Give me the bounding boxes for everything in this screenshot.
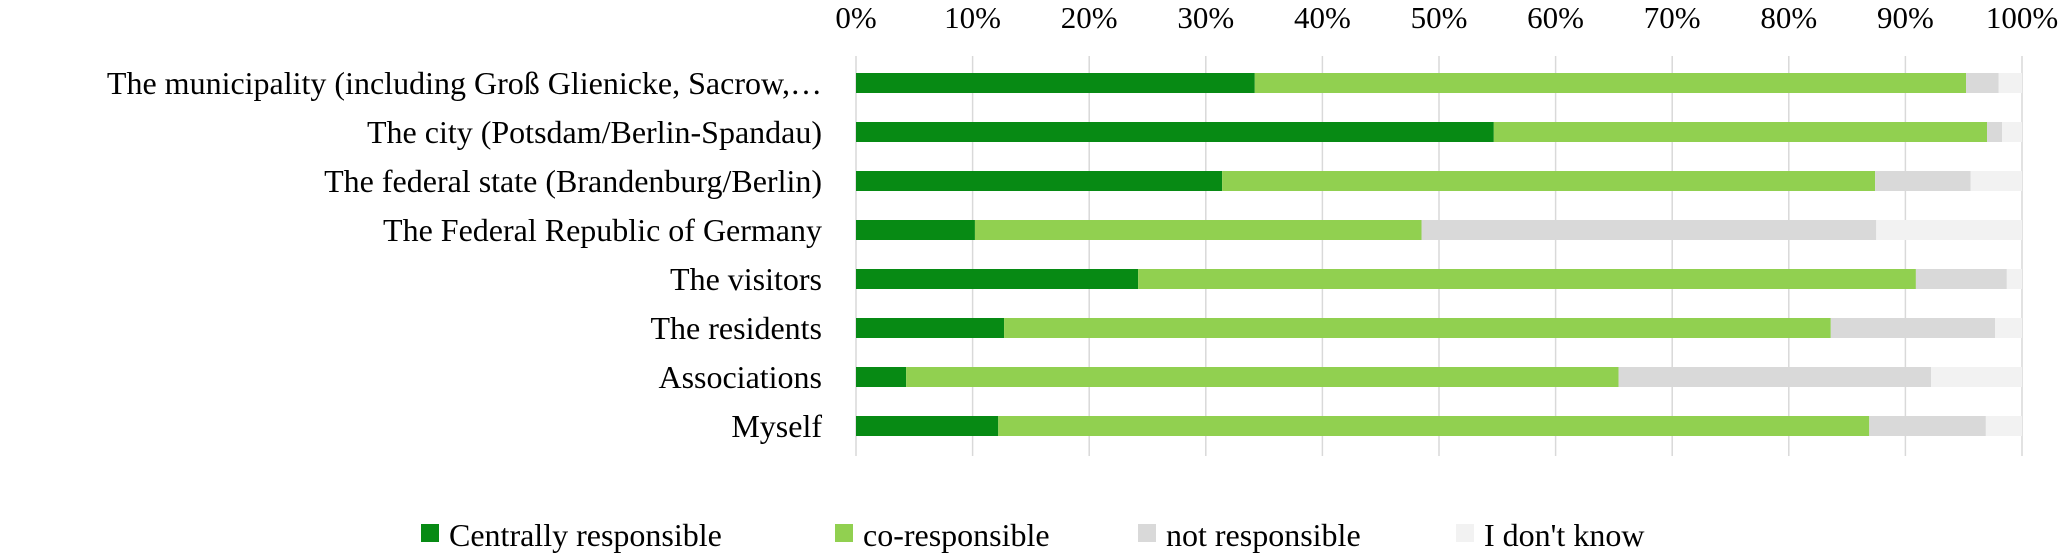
bar-segment xyxy=(1254,73,1967,93)
legend-item: I don't know xyxy=(1456,517,1644,553)
legend: Centrally responsible co-responsible not r… xyxy=(421,517,1644,553)
bar-segment xyxy=(1931,367,2022,387)
bar-segment xyxy=(906,367,1619,387)
x-tick-label: 30% xyxy=(1177,0,1234,35)
bar-segment xyxy=(1987,122,2003,142)
category-label: Associations xyxy=(658,359,822,395)
legend-swatch xyxy=(1456,524,1474,542)
x-tick-label: 0% xyxy=(835,0,876,35)
bar-segment xyxy=(856,73,1255,93)
bar-segment xyxy=(856,416,999,436)
bar-segment xyxy=(1830,318,1996,338)
legend-item: co-responsible xyxy=(835,517,1050,553)
bar-segment xyxy=(1876,220,2022,240)
x-tick-label: 70% xyxy=(1644,0,1701,35)
x-tick-label: 80% xyxy=(1760,0,1817,35)
x-tick-label: 40% xyxy=(1294,0,1351,35)
category-label: The municipality (including Groß Glienic… xyxy=(107,65,822,101)
legend-swatch xyxy=(1138,524,1156,542)
category-label: The residents xyxy=(651,310,823,346)
x-tick-label: 60% xyxy=(1527,0,1584,35)
bar-segment xyxy=(974,220,1422,240)
bar-segment xyxy=(1995,318,2022,338)
bar-segment xyxy=(2002,122,2022,142)
bar-segment xyxy=(856,122,1494,142)
legend-label: not responsible xyxy=(1166,517,1361,553)
legend-item: not responsible xyxy=(1138,517,1361,553)
x-tick-label: 10% xyxy=(944,0,1001,35)
category-labels: The municipality (including Groß Glienic… xyxy=(107,65,822,444)
category-label: The federal state (Brandenburg/Berlin) xyxy=(324,163,822,199)
bar-segment xyxy=(856,318,1005,338)
category-label: The city (Potsdam/Berlin-Spandau) xyxy=(367,114,822,150)
x-tick-label: 90% xyxy=(1877,0,1934,35)
gridlines xyxy=(855,56,2023,456)
legend-item: Centrally responsible xyxy=(421,517,722,553)
x-axis-tick-labels: 0% 10% 20% 30% 40% 50% 60% 70% 80% 90% 100% xyxy=(835,0,2058,35)
bar-segments xyxy=(856,73,2022,436)
bar-segment xyxy=(1618,367,1932,387)
x-tick-label: 20% xyxy=(1061,0,1118,35)
x-tick-label: 50% xyxy=(1411,0,1468,35)
bar-segment xyxy=(1004,318,1831,338)
bar-segment xyxy=(1869,416,1986,436)
bar-segment xyxy=(1985,416,2022,436)
bar-segment xyxy=(1998,73,2022,93)
bar-segment xyxy=(1970,171,2022,191)
bar-segment xyxy=(856,220,975,240)
bar-segment xyxy=(998,416,1870,436)
bar-segment xyxy=(1138,269,1916,289)
legend-label: Centrally responsible xyxy=(449,517,722,553)
bar-segment xyxy=(1966,73,1999,93)
bar-segment xyxy=(856,269,1139,289)
legend-swatch xyxy=(421,524,439,542)
bar-segment xyxy=(856,171,1223,191)
category-label: Myself xyxy=(731,408,822,444)
bar-segment xyxy=(1875,171,1971,191)
bar-segment xyxy=(1493,122,1988,142)
bar-segment xyxy=(1421,220,1877,240)
category-label: The visitors xyxy=(670,261,822,297)
legend-label: I don't know xyxy=(1484,517,1644,553)
x-tick-label: 100% xyxy=(1986,0,2058,35)
bar-segment xyxy=(1222,171,1876,191)
legend-swatch xyxy=(835,524,853,542)
bar-segment xyxy=(1915,269,2007,289)
bar-segment xyxy=(856,367,907,387)
category-label: The Federal Republic of Germany xyxy=(383,212,822,248)
bar-segment xyxy=(2006,269,2022,289)
legend-label: co-responsible xyxy=(863,517,1050,553)
